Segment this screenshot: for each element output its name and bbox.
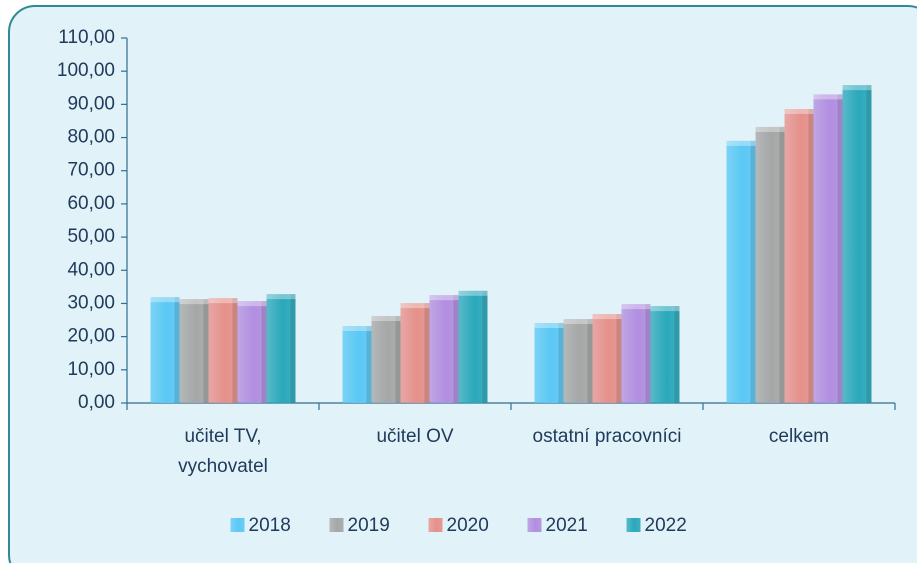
- bar-shade: [395, 316, 401, 403]
- bar-shade: [290, 294, 296, 403]
- legend-label: 2021: [546, 515, 588, 536]
- bar: [755, 126, 785, 403]
- bar: [563, 319, 593, 403]
- bar-cap: [650, 306, 680, 312]
- y-tick-label: 50,00: [67, 226, 115, 247]
- bar-cap: [266, 294, 296, 300]
- chart-frame: [8, 5, 917, 563]
- y-tick-label: 40,00: [67, 259, 115, 280]
- bar-cap: [755, 126, 785, 132]
- legend-label: 2018: [249, 515, 291, 536]
- bar-cap: [458, 290, 488, 296]
- bar-cap: [621, 304, 651, 310]
- bar-cap: [726, 140, 756, 146]
- legend-swatch: [527, 518, 542, 532]
- bar-shade: [587, 319, 593, 403]
- bar-cap: [813, 94, 843, 100]
- bar: [342, 326, 372, 403]
- bar-shade: [424, 303, 430, 403]
- x-tick-label: celkem: [768, 426, 830, 447]
- bar: [813, 94, 843, 403]
- bar-shade: [232, 298, 238, 403]
- bar-shade: [645, 304, 651, 403]
- bar: [726, 140, 756, 403]
- bar: [208, 298, 238, 403]
- y-tick-label: 10,00: [67, 359, 115, 380]
- y-tick-label: 100,00: [57, 60, 115, 81]
- x-tick-label: ostatní pracovníci: [532, 426, 682, 447]
- bar: [650, 306, 680, 403]
- bar: [150, 297, 180, 403]
- bar-shade: [808, 109, 814, 403]
- bar: [842, 85, 872, 404]
- bar-cap: [371, 316, 401, 322]
- bar-shade: [616, 314, 622, 403]
- bar-cap: [784, 109, 814, 115]
- y-tick-label: 0,00: [78, 392, 115, 413]
- bar-shade: [837, 94, 843, 403]
- legend-label: 2022: [645, 515, 687, 536]
- y-tick-label: 60,00: [67, 193, 115, 214]
- bar: [429, 295, 459, 403]
- bar: [237, 301, 267, 403]
- bar-shade: [674, 306, 680, 403]
- y-tick-label: 110,00: [58, 27, 115, 48]
- bar-shade: [750, 140, 756, 403]
- x-tick-label: učitel TV, vychovatel: [178, 426, 268, 477]
- bar-shade: [866, 85, 872, 404]
- bar-shade: [779, 126, 785, 403]
- bar-shade: [366, 326, 372, 403]
- bar-shade: [174, 297, 180, 403]
- bar-shade: [203, 299, 209, 403]
- legend-swatch: [428, 518, 443, 532]
- bar-cap: [429, 295, 459, 301]
- bar: [621, 304, 651, 403]
- bar-cap: [563, 319, 593, 325]
- bar-shade: [482, 290, 488, 403]
- bar-cap: [150, 297, 180, 303]
- bar: [400, 303, 430, 403]
- y-tick-label: 90,00: [67, 93, 115, 114]
- bar: [179, 299, 209, 403]
- bar-shade: [558, 323, 564, 403]
- bar-cap: [208, 298, 238, 304]
- x-tick-label: učitel OV: [376, 426, 454, 447]
- bar-shade: [453, 295, 459, 403]
- bar-cap: [842, 85, 872, 91]
- bar: [266, 294, 296, 403]
- y-tick-label: 80,00: [67, 127, 115, 148]
- bar-cap: [179, 299, 209, 305]
- bar-cap: [342, 326, 372, 332]
- legend-label: 2019: [348, 515, 390, 536]
- bar: [371, 316, 401, 403]
- bar-shade: [261, 301, 267, 403]
- bar: [534, 323, 564, 403]
- bar-cap: [534, 323, 564, 329]
- bar: [592, 314, 622, 403]
- legend-swatch: [329, 518, 344, 532]
- y-tick-label: 30,00: [67, 292, 115, 313]
- bar-cap: [400, 303, 430, 309]
- y-tick-label: 20,00: [67, 326, 115, 347]
- bar-cap: [592, 314, 622, 320]
- y-tick-label: 70,00: [67, 160, 115, 181]
- legend-label: 2020: [447, 515, 489, 536]
- bar: [784, 109, 814, 403]
- legend-swatch: [626, 518, 641, 532]
- bar-cap: [237, 301, 267, 307]
- bar: [458, 290, 488, 403]
- legend-swatch: [230, 518, 245, 532]
